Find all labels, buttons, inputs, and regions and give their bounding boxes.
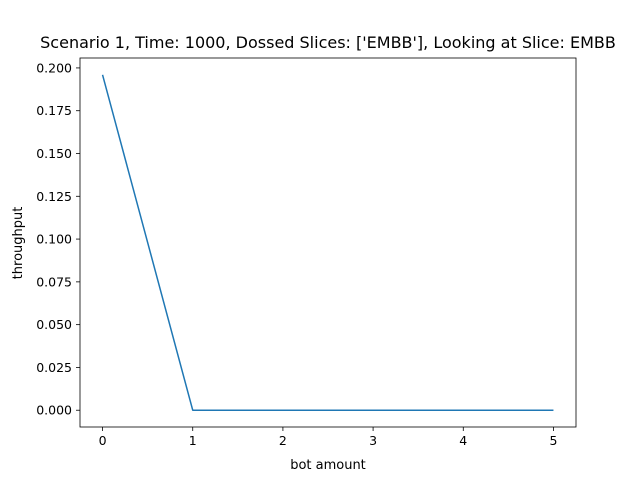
x-tick-label: 0 [99, 433, 107, 448]
chart-title: Scenario 1, Time: 1000, Dossed Slices: [… [40, 33, 616, 52]
x-tick-label: 1 [189, 433, 197, 448]
x-tick-label: 2 [279, 433, 287, 448]
y-tick-label: 0.025 [36, 360, 72, 375]
plot-area: 0 1 2 3 4 5 0.000 0.025 0.050 0.075 0.100 0.125 0.15… [36, 57, 577, 448]
plot-frame [79, 57, 577, 428]
y-tick-label: 0.150 [36, 146, 72, 161]
y-tick-label: 0.000 [36, 403, 72, 418]
x-axis-label: bot amount [290, 458, 366, 473]
y-tick-label: 0.050 [36, 317, 72, 332]
x-tick-label: 3 [369, 433, 377, 448]
x-tick-label: 4 [459, 433, 467, 448]
y-tick-label: 0.200 [36, 60, 72, 75]
y-tick-label: 0.100 [36, 232, 72, 247]
y-tick-label: 0.075 [36, 274, 72, 289]
x-tick-label: 5 [549, 433, 557, 448]
y-axis-label: throughput [11, 207, 26, 280]
series-line-0 [101, 74, 554, 411]
y-tick-label: 0.175 [36, 103, 72, 118]
y-tick-label: 0.125 [36, 189, 72, 204]
